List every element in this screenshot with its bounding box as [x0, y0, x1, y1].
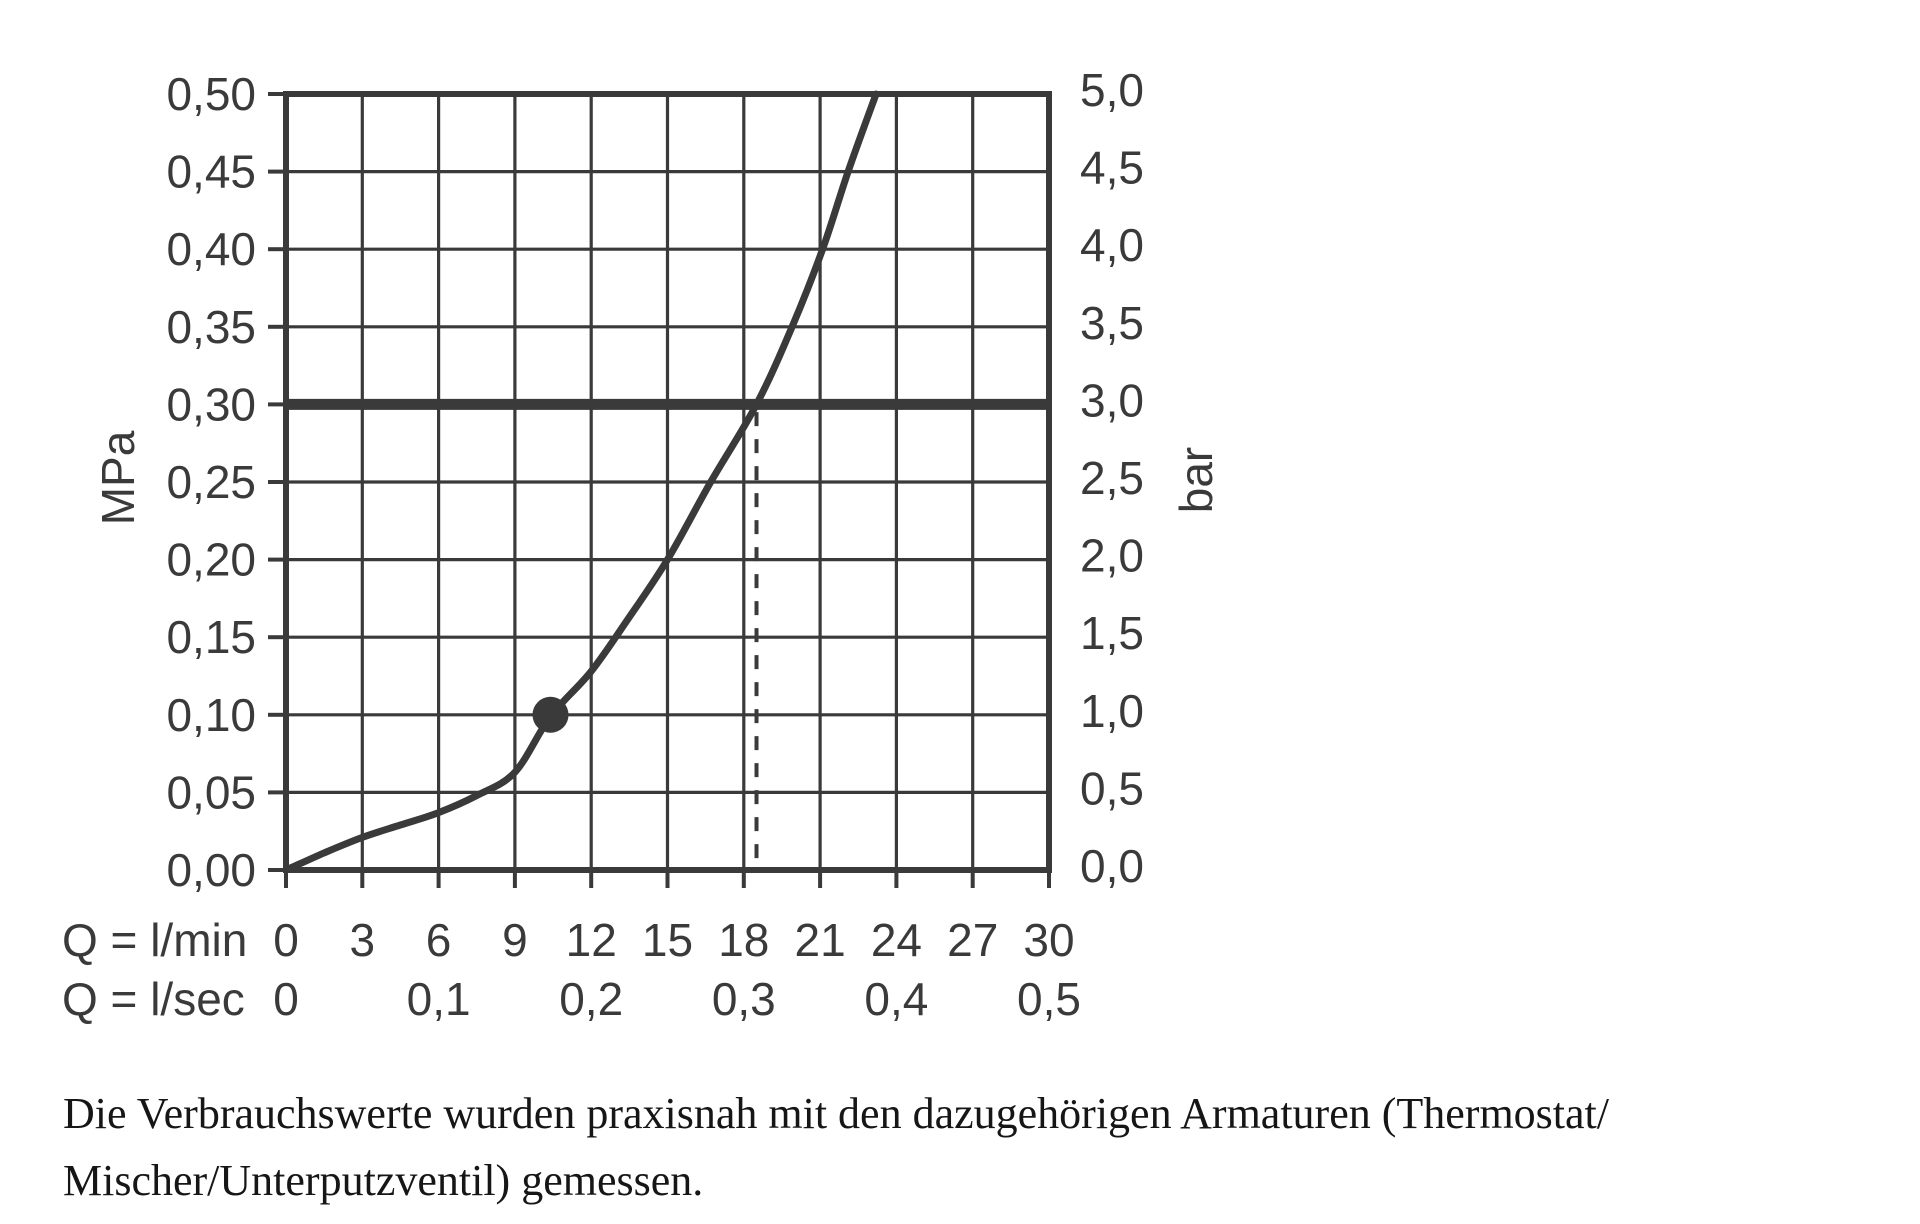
y-left-tick-label: 0,20 [166, 534, 256, 586]
axis-ticks [268, 92, 1051, 888]
y-right-tick-label: 0,5 [1080, 762, 1144, 814]
x-lmin-tick-label: 27 [947, 914, 998, 966]
grid-lines [286, 94, 1049, 870]
x-lmin-tick-label: 0 [273, 914, 299, 966]
x-lmin-tick-label: 9 [502, 914, 528, 966]
x-lsec-tick-label: 0,3 [712, 973, 776, 1025]
y-left-tick-label: 0,50 [166, 68, 256, 120]
y-right-tick-label: 4,5 [1080, 142, 1144, 194]
x-lmin-tick-label: 6 [426, 914, 452, 966]
y-left-tick-label: 0,05 [166, 766, 256, 818]
y-left-tick-label: 0,35 [166, 301, 256, 353]
y-right-tick-label: 0,0 [1080, 840, 1144, 892]
y-right-tick-label: 4,0 [1080, 219, 1144, 271]
x-axis-lmin-ticks: 0 3 6 9 12 15 18 21 24 27 30 [273, 914, 1074, 966]
caption-line-1: Die Verbrauchswerte wurden praxisnah mit… [63, 1089, 1609, 1138]
y-left-tick-label: 0,10 [166, 689, 256, 741]
y-right-tick-label: 1,0 [1080, 685, 1144, 737]
plot-border [283, 91, 1052, 873]
x-lmin-tick-label: 30 [1023, 914, 1074, 966]
y-left-tick-label: 0,45 [166, 146, 256, 198]
y-axis-left-labels: 0,00 0,05 0,10 0,15 0,20 0,25 0,30 0,35 0,40 0,45… [166, 68, 256, 896]
caption-line-2: Mischer/Unterputzventil) gemessen. [63, 1156, 704, 1205]
y-left-tick-label: 0,15 [166, 611, 256, 663]
y-left-tick-label: 0,30 [166, 378, 256, 430]
flow-pressure-chart: 0,000,050,100,150,200,250,300,350,400,45… [62, 64, 1222, 1025]
y-right-tick-label: 3,5 [1080, 297, 1144, 349]
x-axis-lmin-label: Q = l/min [62, 914, 247, 966]
y-right-tick-label: 2,5 [1080, 452, 1144, 504]
x-lsec-tick-label: 0,4 [864, 973, 928, 1025]
y-left-tick-label: 0,40 [166, 223, 256, 275]
x-lmin-tick-label: 3 [350, 914, 376, 966]
x-axis-lsec-label: Q = l/sec [62, 973, 245, 1025]
x-lmin-tick-label: 21 [795, 914, 846, 966]
y-right-tick-label: 5,0 [1080, 64, 1144, 116]
x-lsec-tick-label: 0,1 [407, 973, 471, 1025]
y-right-tick-label: 3,0 [1080, 374, 1144, 426]
caption: Die Verbrauchswerte wurden praxisnah mit… [63, 1080, 1823, 1214]
x-lmin-tick-label: 15 [642, 914, 693, 966]
x-lmin-tick-label: 12 [566, 914, 617, 966]
x-lmin-tick-label: 24 [871, 914, 922, 966]
y-right-tick-label: 1,5 [1080, 607, 1144, 659]
x-lsec-tick-label: 0,2 [559, 973, 623, 1025]
y-axis-right-labels: 0,0 0,5 1,0 1,5 2,0 2,5 3,0 3,5 4,0 4,5 5,0 [1080, 64, 1144, 892]
flow-pressure-curve [282, 90, 880, 874]
y-left-tick-label: 0,25 [166, 456, 256, 508]
x-lmin-tick-label: 18 [718, 914, 769, 966]
x-lsec-tick-label: 0 [273, 973, 299, 1025]
y-right-unit-label: bar [1170, 447, 1222, 513]
x-lsec-tick-label: 0,5 [1017, 973, 1081, 1025]
y-left-tick-label: 0,00 [166, 844, 256, 896]
x-axis-lsec-ticks: 0 0,1 0,2 0,3 0,4 0,5 [273, 973, 1081, 1025]
y-left-unit-label: MPa [92, 430, 144, 525]
y-right-tick-label: 2,0 [1080, 530, 1144, 582]
curve-marker-dot [532, 696, 569, 733]
